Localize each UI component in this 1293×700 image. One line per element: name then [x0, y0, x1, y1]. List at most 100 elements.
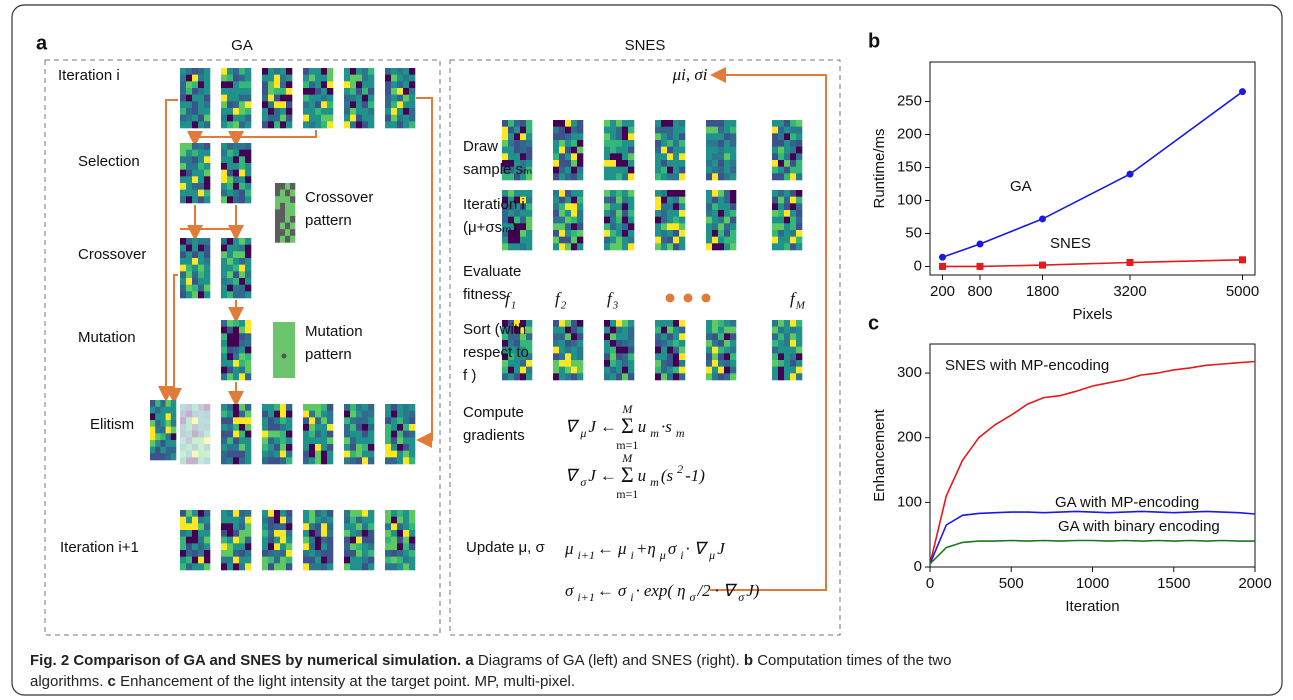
pixel	[661, 236, 668, 244]
pixel	[227, 81, 234, 89]
pixel-pattern	[180, 68, 211, 129]
pixel	[344, 424, 351, 431]
plot-frame	[929, 61, 1256, 276]
pixel	[180, 523, 187, 531]
pixel	[667, 146, 674, 154]
pixel	[724, 340, 731, 347]
pixel	[303, 68, 310, 75]
pixel	[514, 160, 521, 167]
pixel	[303, 437, 310, 445]
pixel	[227, 176, 234, 184]
pixel	[730, 346, 737, 354]
pixel	[796, 126, 803, 134]
pixel	[718, 243, 725, 251]
pixel	[565, 120, 572, 127]
pixel	[730, 243, 737, 251]
pixel	[526, 353, 533, 361]
pixel	[553, 360, 560, 367]
pixel	[772, 236, 779, 244]
formula-token: m	[650, 426, 659, 440]
pixel	[155, 440, 161, 447]
pixel	[356, 417, 363, 425]
pixel	[502, 120, 509, 127]
pixel	[245, 143, 252, 150]
pixel	[673, 346, 680, 354]
caption-text: b	[743, 652, 754, 669]
pixel	[268, 543, 275, 551]
pixel	[268, 424, 275, 431]
pixel	[368, 457, 375, 465]
pixel	[403, 101, 410, 109]
pixel	[616, 353, 623, 361]
pixel	[724, 366, 731, 374]
pixel	[730, 373, 737, 381]
pixel	[245, 183, 252, 190]
pixel	[772, 320, 779, 327]
pixel	[233, 183, 240, 190]
pixel	[204, 437, 211, 445]
pixel	[712, 160, 719, 167]
pixel	[559, 153, 566, 161]
pixel	[303, 556, 310, 564]
pixel	[796, 140, 803, 147]
pixel	[397, 101, 404, 109]
pixel	[204, 238, 211, 245]
pixel	[233, 550, 240, 557]
pixel	[508, 133, 515, 141]
pixel	[559, 203, 566, 211]
pixel	[502, 166, 509, 174]
pixel	[565, 373, 572, 381]
pixel	[655, 230, 662, 237]
pixel	[526, 120, 533, 127]
pixel	[165, 413, 172, 421]
pixel	[315, 457, 322, 465]
pixel	[397, 404, 404, 411]
pixel	[198, 523, 205, 531]
pixel	[514, 173, 521, 181]
pixel	[571, 190, 578, 197]
series-name: GA with MP-encoding	[1055, 494, 1199, 511]
pixel	[321, 417, 328, 425]
pixel	[245, 437, 252, 445]
pixel	[356, 510, 363, 517]
pixel	[303, 417, 310, 425]
pixel	[559, 146, 566, 154]
pixel	[397, 523, 404, 531]
pixel	[362, 437, 369, 445]
pixel	[622, 160, 629, 167]
pixel-pattern	[655, 190, 686, 251]
pixel	[245, 333, 252, 341]
pixel	[559, 230, 566, 237]
pixel	[350, 74, 357, 82]
pixel	[553, 373, 560, 381]
pixel	[604, 346, 611, 354]
step-label: f )	[463, 367, 476, 384]
pixel	[303, 450, 310, 458]
pixel	[275, 216, 281, 223]
pixel	[362, 536, 369, 544]
pixel	[198, 163, 205, 170]
pixel	[724, 230, 731, 237]
pixel-pattern	[180, 238, 211, 299]
pixel	[286, 430, 293, 438]
pixel	[280, 196, 286, 204]
pixel	[724, 196, 731, 204]
pixel	[233, 510, 240, 517]
pixel	[280, 108, 287, 115]
pixel	[724, 203, 731, 211]
pixel	[796, 373, 803, 381]
pixel	[309, 74, 316, 82]
formula-token: u	[638, 417, 647, 436]
pixel	[192, 424, 199, 431]
pixel	[628, 210, 635, 217]
pixel	[368, 516, 375, 524]
pixel	[403, 404, 410, 411]
pixel	[198, 278, 205, 285]
pixel	[245, 523, 252, 531]
pixel	[192, 196, 199, 204]
pixel	[233, 81, 240, 89]
pixel	[262, 81, 269, 89]
pixel	[303, 516, 310, 524]
pixel	[610, 366, 617, 374]
pixel	[622, 190, 629, 197]
